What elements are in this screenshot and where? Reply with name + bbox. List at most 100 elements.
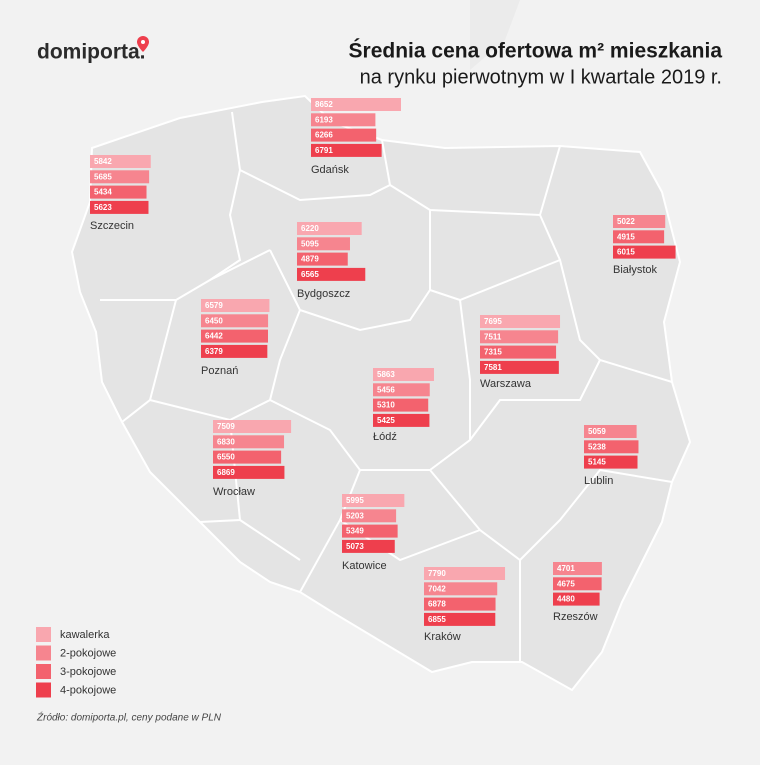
- bar-value: 6442: [205, 332, 223, 341]
- bar-value: 4675: [557, 579, 575, 588]
- bar-value: 6878: [428, 600, 446, 609]
- bar: [342, 494, 405, 507]
- legend-label: 2-pokojowe: [60, 647, 116, 659]
- region-borders: [100, 111, 673, 662]
- bar: [297, 252, 348, 266]
- bar: [553, 577, 602, 591]
- bar: [553, 562, 602, 575]
- bar-value: 5623: [94, 203, 112, 212]
- bar-value: 6193: [315, 115, 333, 124]
- bar: [201, 329, 268, 343]
- legend-swatch: [36, 645, 51, 661]
- legend: kawalerka 2-pokojowe 3-pokojowe 4-pokojowe: [36, 627, 116, 698]
- bar: [90, 155, 151, 168]
- bar-value: 5842: [94, 157, 112, 166]
- bar-value: 6565: [301, 270, 319, 279]
- bar-value: 6855: [428, 615, 446, 624]
- bar: [90, 200, 149, 214]
- legend-label: kawalerka: [60, 629, 110, 641]
- bar: [213, 465, 285, 479]
- bar: [213, 420, 292, 433]
- legend-swatch: [36, 664, 51, 679]
- bar: [424, 597, 496, 611]
- bar: [90, 185, 147, 199]
- bar: [613, 230, 665, 244]
- city-name: Białystok: [613, 264, 658, 276]
- bar-value: 4879: [301, 255, 319, 264]
- bar-value: 7509: [217, 422, 235, 431]
- bar-value: 5685: [94, 172, 112, 181]
- title: Średnia cena ofertowa m² mieszkania: [349, 39, 723, 63]
- bar: [373, 398, 429, 412]
- bar: [424, 582, 498, 596]
- bar: [480, 360, 559, 374]
- legend-label: 3-pokojowe: [60, 666, 116, 678]
- bar: [201, 344, 268, 358]
- bar: [480, 315, 561, 328]
- bar: [297, 222, 362, 235]
- bar-value: 7511: [484, 332, 502, 341]
- bar-value: 5425: [377, 416, 395, 425]
- bar-value: 4915: [617, 232, 635, 241]
- bar-value: 5095: [301, 239, 319, 248]
- bar: [424, 567, 506, 580]
- bar-value: 6266: [315, 131, 333, 140]
- bar: [373, 413, 430, 427]
- bar-value: 8652: [315, 100, 333, 109]
- bar-value: 5456: [377, 385, 395, 394]
- bar: [201, 314, 269, 328]
- bar: [311, 98, 401, 111]
- bar: [373, 368, 434, 381]
- city-name: Rzeszów: [553, 611, 598, 623]
- bar-value: 6015: [617, 248, 635, 257]
- bar-value: 5349: [346, 527, 364, 536]
- city-name: Warszawa: [480, 378, 532, 390]
- bar-value: 6869: [217, 468, 235, 477]
- bar-value: 4480: [557, 595, 575, 604]
- logo-pin: [137, 36, 149, 52]
- city-bars: 8652 6193 6266 6791 Gdańsk 5842 5685 5434 5623 Sz…: [90, 98, 676, 643]
- bar: [480, 330, 559, 344]
- bar-value: 6450: [205, 316, 223, 325]
- subtitle: na rynku pierwotnym w I kwartale 2019 r.: [360, 66, 722, 88]
- city-name: Poznań: [201, 365, 238, 377]
- bar-value: 5995: [346, 496, 364, 505]
- bar-value: 7042: [428, 584, 446, 593]
- bar-value: 6579: [205, 301, 223, 310]
- bar-value: 5145: [588, 458, 606, 467]
- bar: [342, 539, 395, 553]
- bar: [342, 509, 397, 523]
- bar: [373, 383, 430, 397]
- legend-swatch: [36, 682, 51, 698]
- bar-value: 7581: [484, 363, 502, 372]
- city-name: Lublin: [584, 475, 613, 487]
- city-name: Łódź: [373, 431, 397, 443]
- bar: [213, 450, 282, 464]
- bar: [90, 170, 150, 184]
- bar: [584, 455, 638, 469]
- neighbor-land: [470, 0, 520, 70]
- bar: [613, 245, 676, 259]
- bar: [213, 435, 285, 449]
- bar: [311, 143, 382, 157]
- bar-value: 6550: [217, 453, 235, 462]
- bar-value: 6379: [205, 347, 223, 356]
- bar: [311, 113, 376, 127]
- bar-value: 5238: [588, 442, 606, 451]
- bar-value: 5059: [588, 427, 606, 436]
- bar: [480, 345, 557, 359]
- bar-value: 5073: [346, 542, 364, 551]
- legend-label: 4-pokojowe: [60, 684, 116, 696]
- bar: [297, 267, 366, 281]
- logo: domiporta.: [37, 41, 146, 64]
- bar: [342, 524, 398, 538]
- city-name: Katowice: [342, 560, 387, 572]
- bar-value: 5863: [377, 370, 395, 379]
- bar: [311, 128, 377, 142]
- city-name: Wrocław: [213, 486, 255, 498]
- bar-value: 6220: [301, 224, 319, 233]
- bar-value: 7695: [484, 317, 502, 326]
- bar-value: 4701: [557, 564, 575, 573]
- city-name: Bydgoszcz: [297, 288, 350, 300]
